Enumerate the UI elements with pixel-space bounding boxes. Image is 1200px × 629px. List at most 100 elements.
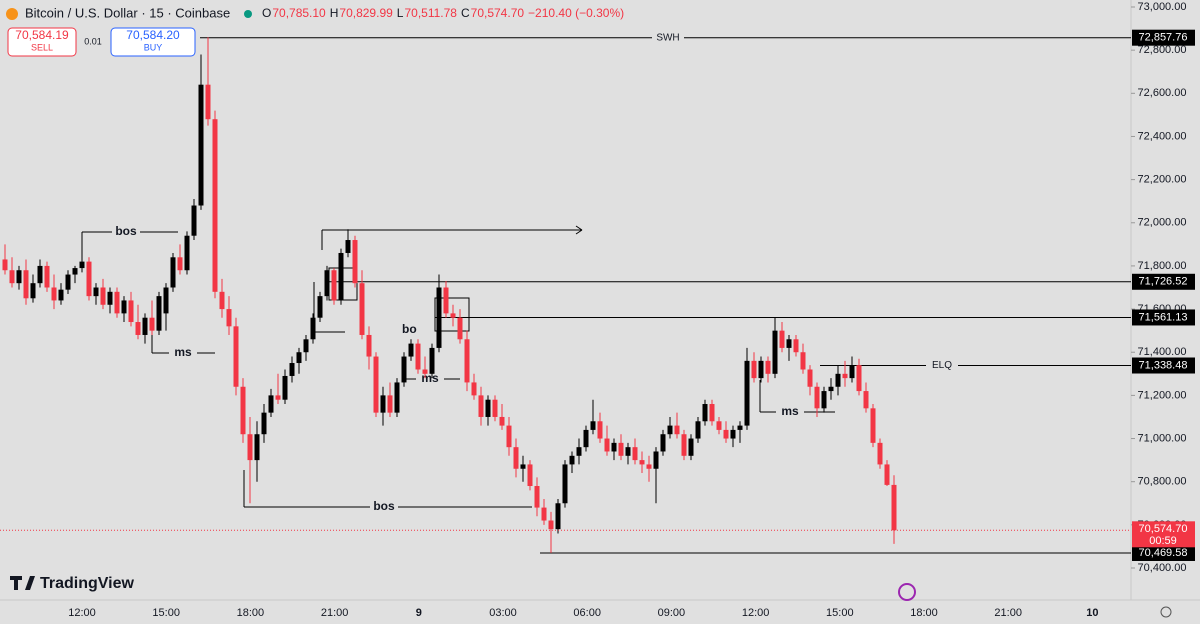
candle-body [821,391,827,409]
candle-body [723,429,729,439]
candle-body [520,464,526,469]
candle-body [751,360,757,379]
buy-label[interactable]: BUY [144,42,163,52]
level-label: 71,561.13 [1139,311,1188,323]
candle-body [436,287,442,348]
candle-body [114,291,120,314]
candle-body [786,339,792,348]
candle-body [548,520,554,530]
candle-body [660,434,666,452]
ohlc-value: 70,574.70 [471,6,525,20]
settings-icon[interactable] [1160,606,1172,618]
candle-body [191,205,197,236]
candle-body [555,503,561,530]
y-tick-label: 72,200.00 [1138,174,1187,186]
buy-button[interactable] [110,27,196,57]
ohlc-key: L [397,6,404,20]
candle-body [310,317,316,340]
trade-buttons: 70,584.19 SELL 0.01 70,584.20 BUY [7,27,196,57]
candle-body [387,395,393,413]
y-tick-label: 73,000.00 [1138,1,1187,13]
candle-body [65,274,71,290]
x-tick-label: 21:00 [994,607,1022,619]
label-bg [112,225,140,239]
candle-body [877,442,883,465]
candle-body [359,283,365,335]
event-icon[interactable] [898,583,916,601]
candle-body [324,270,330,297]
label-bg [370,500,398,514]
y-tick-label: 72,800.00 [1138,44,1187,56]
brand: TradingView [10,575,135,592]
ohlc-key: H [330,6,339,20]
y-tick-label: 70,400.00 [1138,562,1187,574]
y-tick-label: 72,600.00 [1138,87,1187,99]
candle-body [16,270,22,284]
candle-body [380,395,386,413]
candle-body [625,447,631,456]
candle-body [240,386,246,435]
label-bg [652,30,684,45]
level-tag [1132,29,1195,46]
candle-body [422,369,428,374]
sell-label[interactable]: SELL [31,42,53,52]
candle-body [170,257,176,288]
candle-body [9,270,15,284]
candle-body [506,425,512,448]
candle-body [793,339,799,353]
candle-body [849,365,855,379]
sell-price[interactable]: 70,584.19 [15,28,69,42]
level-tag [1132,357,1195,374]
candle-body [345,240,351,253]
candle-body [534,486,540,508]
candle-body [156,296,162,331]
level-tag [1132,544,1195,561]
candle-body [513,447,519,469]
candle-body [23,270,29,299]
candle-body [758,360,764,379]
status-dot [244,10,252,18]
candle-body [51,287,57,301]
candle-body [37,265,43,284]
candle-body [639,460,645,465]
x-tick-label: 03:00 [489,607,517,619]
box [434,297,470,332]
ohlc-value: 70,785.10 [272,6,326,20]
candle-body [93,287,99,297]
ohlc-key: C [461,6,470,20]
candle-body [891,484,897,531]
candle-body [338,252,344,301]
candle-body [184,235,190,271]
x-tick-label: 9 [416,607,422,619]
candle-body [709,404,715,422]
level-label: 71,338.48 [1139,359,1188,371]
candle-body [296,352,302,364]
candle-body [814,386,820,409]
candle-body [730,429,736,439]
y-tick-label: 70,800.00 [1138,476,1187,488]
candle-body [499,416,505,426]
spread: 0.01 [84,36,102,46]
candle-body [485,399,491,417]
candle-body [702,404,708,422]
y-tick-label: 72,400.00 [1138,130,1187,142]
candle-body [716,421,722,430]
candle-body [688,438,694,456]
candle-body [331,270,337,301]
candle-body [282,375,288,400]
last-price-tag [1132,521,1195,548]
candle-body [254,434,260,461]
sell-button[interactable] [7,27,77,57]
annotation: ms [174,345,192,359]
candle-body [247,434,253,461]
x-tick-label: 15:00 [826,607,854,619]
x-tick-label: 12:00 [68,607,96,619]
candle-body [576,447,582,456]
buy-price[interactable]: 70,584.20 [126,28,180,42]
y-tick-label: 71,800.00 [1138,260,1187,272]
brand-name: TradingView [40,575,135,592]
candle-body [478,395,484,417]
candle-body [667,425,673,435]
